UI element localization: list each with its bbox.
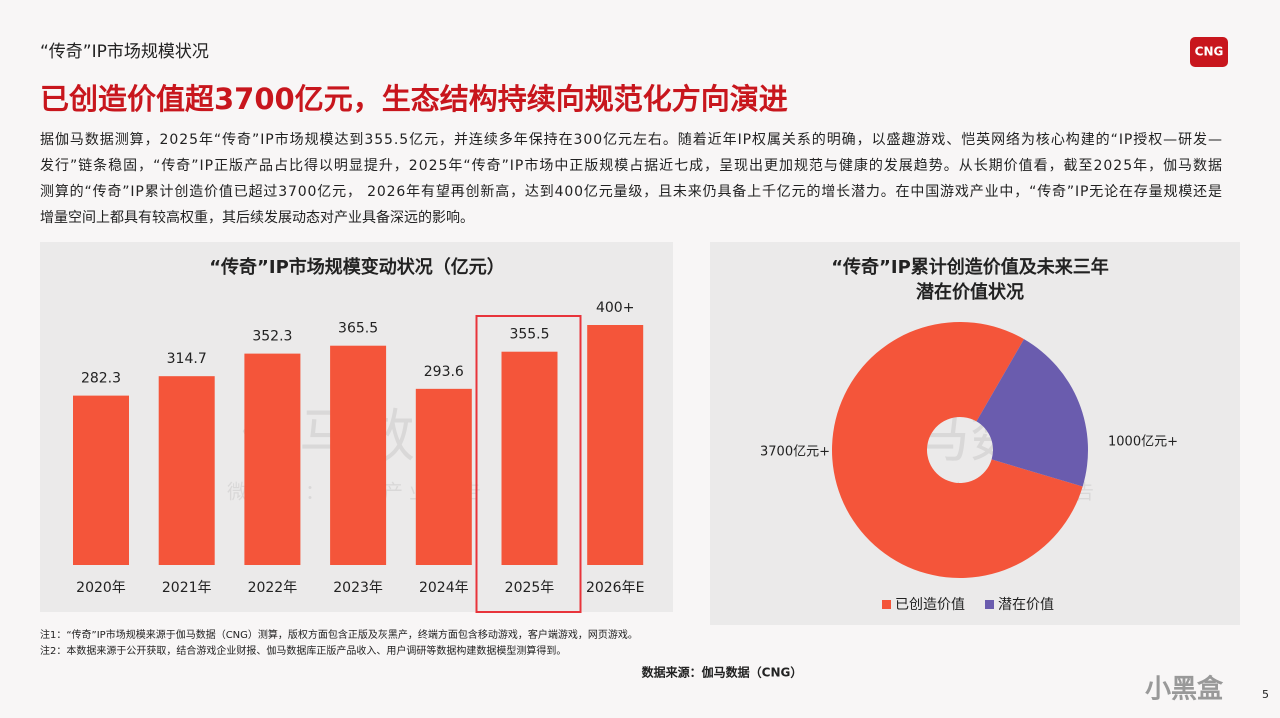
chart-title: “传奇”IP累计创造价值及未来三年 [831, 256, 1109, 278]
legend-label: 潜在价值 [998, 597, 1054, 613]
data-label: 293.6 [424, 364, 464, 380]
data-label: 282.3 [81, 371, 121, 387]
source: 数据来源：伽马数据（CNG） [642, 665, 803, 680]
data-label: 3700亿元+ [760, 445, 830, 460]
paragraph-line: 测算的“传奇”IP累计创造价值已超过3700亿元， 2026年有望再创新高，达到… [40, 183, 1222, 200]
brand: 小黑盒 [1145, 674, 1224, 705]
x-tick-label: 2022年 [248, 580, 298, 596]
data-label: 352.3 [252, 329, 292, 345]
legend-label: 已创造价值 [895, 597, 965, 613]
bar [415, 388, 472, 565]
legend-swatch [985, 600, 994, 609]
donut-slice [976, 339, 1088, 487]
paragraph-line: 据伽马数据测算，2025年“传奇”IP市场规模达到355.5亿元，并连续多年保持… [40, 131, 1222, 148]
page-number: 5 [1262, 688, 1269, 701]
note: 注2：本数据来源于公开获取，结合游戏企业财报、伽马数据库正版产品收入、用户调研等… [40, 644, 566, 657]
data-label: 365.5 [338, 321, 378, 337]
data-label: 355.5 [509, 327, 549, 343]
section: “传奇”IP市场规模状况 [40, 42, 209, 62]
bar [158, 376, 215, 565]
legend-swatch [882, 600, 891, 609]
title: 已创造价值超3700亿元，生态结构持续向规范化方向演进 [40, 82, 788, 116]
x-tick-label: 2025年 [505, 580, 555, 596]
chart-title: 潜在价值状况 [916, 281, 1024, 303]
bar [587, 325, 644, 565]
x-tick-label: 2024年 [419, 580, 469, 596]
bar [73, 395, 129, 565]
paragraph-line: 发行”链条稳固，“传奇”IP正版产品占比得以明显提升，2025年“传奇”IP市场… [40, 157, 1222, 174]
bar [330, 345, 387, 565]
bar [501, 351, 558, 565]
data-label: 314.7 [167, 351, 207, 367]
x-tick-label: 2026年E [586, 580, 644, 596]
logo: CNG [1195, 45, 1224, 59]
data-label: 400+ [596, 300, 634, 316]
chart-title: “传奇”IP市场规模变动状况（亿元） [209, 256, 505, 278]
highlight-box [475, 315, 582, 613]
bar [244, 353, 301, 565]
x-tick-label: 2020年 [76, 580, 126, 596]
logo-box [1190, 37, 1228, 67]
paragraph-line: 增量空间上都具有较高权重，其后续发展动态对产业具备深远的影响。 [40, 209, 474, 226]
data-label: 1000亿元+ [1108, 435, 1178, 450]
donut-slice [832, 322, 1083, 578]
note: 注1：“传奇”IP市场规模来源于伽马数据（CNG）测算，版权方面包含正版及灰黑产… [40, 628, 638, 641]
x-tick-label: 2021年 [162, 580, 212, 596]
x-tick-label: 2023年 [333, 580, 383, 596]
